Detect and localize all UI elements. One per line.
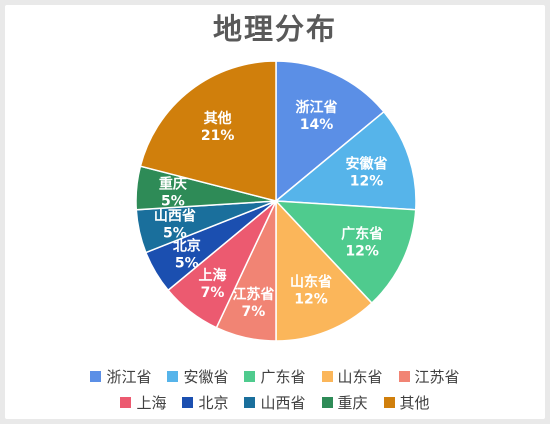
slice-value-label-4: 7% [242,304,266,320]
slice-label-5: 上海 [199,267,227,284]
slice-label-4: 江苏省 [232,286,274,303]
legend-label: 浙江省 [106,367,152,386]
slice-label-6: 北京 [173,238,201,255]
legend-swatch [383,396,395,408]
legend-swatch [398,370,410,382]
pie-slice-0 [275,60,385,203]
slice-label-7: 山西省 [154,208,196,225]
legend-label: 上海 [136,393,167,412]
slice-label-9: 其他 [204,110,232,127]
legend-label: 安徽省 [183,367,229,386]
legend-row: 浙江省 安徽省 广东省 山东省 江苏省 [0,363,550,389]
slice-value-label-7: 5% [163,226,187,242]
slice-value-label-9: 21% [201,128,235,144]
legend-item-4: 江苏省 [398,366,460,387]
legend-item-7: 山西省 [244,392,306,413]
legend-label: 重庆 [337,393,368,412]
legend-item-3: 山东省 [321,366,383,387]
legend-item-1: 安徽省 [167,366,228,387]
slice-value-label-0: 14% [300,117,334,133]
slice-label-1: 安徽省 [346,156,388,173]
legend-row: 上海 北京 山西省 重庆 其他 [0,389,550,415]
legend-label: 山西省 [260,393,306,412]
pie-slice-1 [274,110,417,211]
slice-value-label-6: 5% [175,256,199,272]
slice-label-0: 浙江省 [296,99,338,116]
legend-swatch [182,396,194,408]
legend-label: 其他 [399,393,430,412]
slice-value-label-2: 12% [345,244,379,260]
legend-label: 江苏省 [414,367,460,386]
chart-title: 地理分布 [212,12,337,46]
slice-value-label-1: 12% [350,174,384,190]
legend-item-5: 上海 [120,392,166,413]
legend-swatch [321,396,333,408]
slice-label-8: 重庆 [159,175,187,192]
pie-slice-3 [275,199,373,342]
legend-swatch [167,370,179,382]
legend-item-9: 其他 [383,392,430,413]
legend-swatch [244,396,256,408]
legend: 浙江省 安徽省 广东省 山东省 江苏省 上海 北京 山西省 重庆 其他 [0,363,550,415]
legend-label: 广东省 [260,367,306,386]
legend-swatch [90,370,102,382]
legend-label: 山东省 [337,367,383,386]
legend-item-8: 重庆 [321,392,368,413]
slice-label-2: 广东省 [341,226,383,243]
legend-swatch [321,370,333,382]
legend-item-2: 广东省 [244,366,306,387]
legend-label: 北京 [198,393,229,412]
legend-item-0: 浙江省 [90,366,151,387]
pie-slice-2 [274,200,417,305]
slice-value-label-8: 5% [161,193,185,209]
slice-value-label-5: 7% [201,285,225,301]
legend-item-6: 北京 [182,392,228,413]
legend-swatch [120,396,132,408]
slice-value-label-3: 12% [294,292,328,308]
pie-slice-9 [139,60,277,202]
legend-swatch [244,370,256,382]
slice-label-3: 山东省 [290,274,332,291]
